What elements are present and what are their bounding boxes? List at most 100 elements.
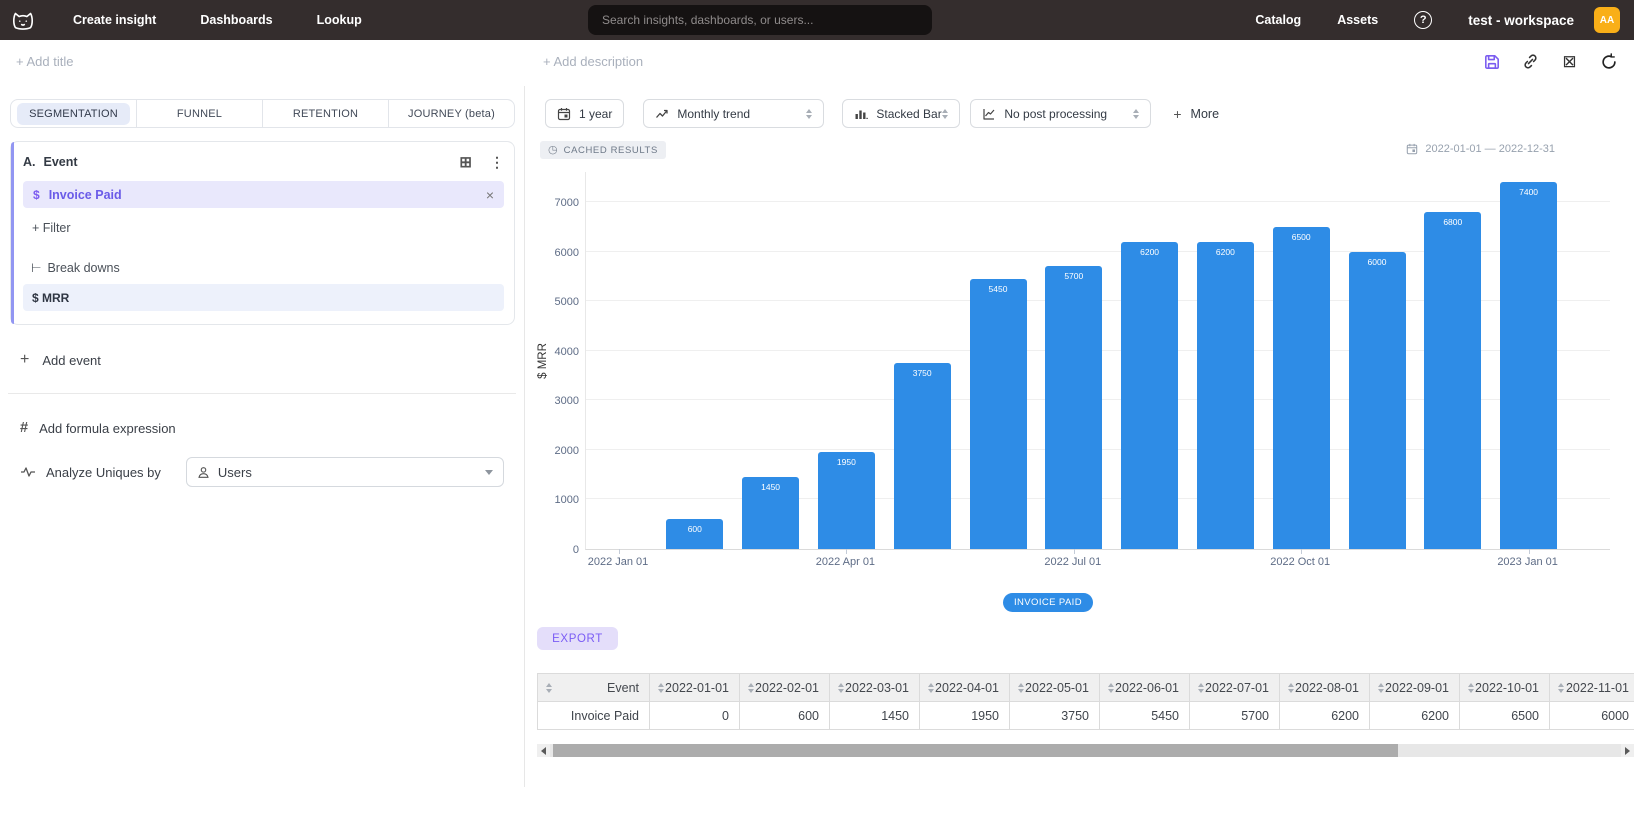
remove-event-icon[interactable]: × xyxy=(485,186,494,203)
sort-icon[interactable] xyxy=(838,682,844,693)
row-event-name: Invoice Paid xyxy=(537,701,650,730)
column-header-2022-07-01[interactable]: 2022-07-01 xyxy=(1189,673,1280,702)
x-tick-mark xyxy=(1528,549,1530,554)
toolbar-icons: ⊠ xyxy=(1482,52,1618,71)
trend-select-value: Monthly trend xyxy=(677,106,751,121)
column-header-label: Event xyxy=(607,680,639,695)
x-tick-label: 2022 Oct 01 xyxy=(1270,556,1331,568)
column-header-2022-08-01[interactable]: 2022-08-01 xyxy=(1279,673,1370,702)
event-menu-kebab-icon[interactable]: ⋮ xyxy=(490,153,504,170)
x-axis-tick-labels: 2022 Jan 01 2022 Apr 01 2022 Jul 01 2022 Oc… xyxy=(585,556,1610,572)
column-header-2022-09-01[interactable]: 2022-09-01 xyxy=(1369,673,1460,702)
column-header-label: 2022-05-01 xyxy=(1025,680,1089,695)
bar-2023-01-01[interactable]: 7400 xyxy=(1500,182,1558,549)
bar-2022-06-01[interactable]: 5450 xyxy=(969,278,1027,549)
x-tick-label: 2022 Apr 01 xyxy=(815,556,876,568)
sort-icon[interactable] xyxy=(1468,682,1474,693)
x-tick-label: 2022 Jul 01 xyxy=(1044,556,1102,568)
export-button[interactable]: EXPORT xyxy=(537,627,618,650)
column-header-2022-04-01[interactable]: 2022-04-01 xyxy=(919,673,1010,702)
scroll-right-arrow-icon[interactable] xyxy=(1621,744,1634,757)
sort-icon[interactable] xyxy=(546,682,552,693)
nav-assets[interactable]: Assets xyxy=(1337,13,1379,27)
bar-2022-11-01[interactable]: 6000 xyxy=(1348,251,1406,549)
scrollbar-track[interactable] xyxy=(550,744,1621,757)
tab-retention[interactable]: RETENTION xyxy=(262,100,388,127)
add-title-button[interactable]: + Add title xyxy=(16,54,74,69)
link-icon[interactable] xyxy=(1521,52,1540,71)
chart-type-select-value: Stacked Bar xyxy=(876,106,942,121)
column-header-2022-02-01[interactable]: 2022-02-01 xyxy=(739,673,830,702)
column-header-event[interactable]: Event xyxy=(537,673,650,702)
bar-2022-03-01[interactable]: 1450 xyxy=(742,477,800,549)
table-cell: 5450 xyxy=(1099,701,1190,730)
close-box-icon[interactable]: ⊠ xyxy=(1562,52,1577,71)
nav-catalog[interactable]: Catalog xyxy=(1255,13,1302,27)
y-tick-label: 1000 xyxy=(554,494,579,507)
tab-funnel[interactable]: FUNNEL xyxy=(136,100,262,127)
chart-type-select[interactable]: Stacked Bar xyxy=(842,99,961,128)
bar-2022-09-01[interactable]: 6200 xyxy=(1196,241,1254,549)
column-header-2022-05-01[interactable]: 2022-05-01 xyxy=(1009,673,1100,702)
column-header-label: 2022-06-01 xyxy=(1115,680,1179,695)
sort-icon[interactable] xyxy=(1378,682,1384,693)
add-formula-button[interactable]: # Add formula expression xyxy=(20,420,524,436)
bar-value-label: 6800 xyxy=(1443,216,1463,227)
trend-line-icon xyxy=(656,109,669,118)
more-button[interactable]: + More xyxy=(1173,106,1219,122)
tab-journey[interactable]: JOURNEY (beta) xyxy=(388,100,514,127)
sort-icon[interactable] xyxy=(1108,682,1114,693)
trend-select[interactable]: Monthly trend xyxy=(643,99,825,128)
add-event-button[interactable]: + Add event xyxy=(20,352,524,368)
chart-controls: 1 year Monthly trend Stacked Bar No post… xyxy=(545,99,1219,128)
nav-lookup[interactable]: Lookup xyxy=(316,13,362,27)
bar-value-label: 6200 xyxy=(1215,246,1235,257)
scrollbar-thumb[interactable] xyxy=(553,744,1398,757)
breakdown-icon: ⊢ xyxy=(31,261,42,275)
column-header-2022-06-01[interactable]: 2022-06-01 xyxy=(1099,673,1190,702)
avatar[interactable]: AA xyxy=(1594,7,1620,33)
table-cell: 5700 xyxy=(1189,701,1280,730)
bar-2022-07-01[interactable]: 5700 xyxy=(1045,266,1103,549)
refresh-icon[interactable] xyxy=(1599,52,1618,71)
analyze-uniques-select[interactable]: Users xyxy=(185,457,504,487)
sort-icon[interactable] xyxy=(928,682,934,693)
sort-icon[interactable] xyxy=(1288,682,1294,693)
sort-icon[interactable] xyxy=(1018,682,1024,693)
column-header-2022-11-01[interactable]: 2022-11-01 xyxy=(1549,673,1634,702)
sort-icon[interactable] xyxy=(658,682,664,693)
selected-event-row[interactable]: $ Invoice Paid × xyxy=(23,181,504,208)
table-row: Invoice Paid 0 600 1450 1950 3750 5450 5700 6200… xyxy=(537,701,1634,730)
column-header-2022-01-01[interactable]: 2022-01-01 xyxy=(649,673,740,702)
bar-2022-10-01[interactable]: 6500 xyxy=(1272,226,1330,549)
bar-2022-02-01[interactable]: 600 xyxy=(666,519,724,549)
horizontal-scrollbar[interactable] xyxy=(537,744,1634,757)
add-description-button[interactable]: + Add description xyxy=(543,54,644,69)
legend-item-invoice-paid[interactable]: INVOICE PAID xyxy=(1003,593,1093,612)
bar-value-label: 5700 xyxy=(1064,271,1084,282)
cat-logo-icon[interactable] xyxy=(9,6,37,34)
sort-icon[interactable] xyxy=(1198,682,1204,693)
bar-2022-08-01[interactable]: 6200 xyxy=(1121,241,1179,549)
save-icon[interactable] xyxy=(1482,52,1501,71)
add-filter-button[interactable]: + Filter xyxy=(32,221,71,235)
bar-2022-05-01[interactable]: 3750 xyxy=(893,363,951,549)
nav-create-insight[interactable]: Create insight xyxy=(73,13,157,27)
breakdowns-button[interactable]: ⊢ Break downs xyxy=(31,261,504,275)
column-header-2022-03-01[interactable]: 2022-03-01 xyxy=(829,673,920,702)
help-icon[interactable]: ? xyxy=(1414,11,1433,29)
duplicate-event-icon[interactable]: ⊞ xyxy=(459,154,472,171)
workspace-name[interactable]: test - workspace xyxy=(1468,12,1574,28)
sort-icon[interactable] xyxy=(1558,682,1564,693)
bar-2022-12-01[interactable]: 6800 xyxy=(1424,211,1482,549)
tab-segmentation[interactable]: SEGMENTATION xyxy=(11,100,136,127)
scroll-left-arrow-icon[interactable] xyxy=(537,744,550,757)
nav-dashboards[interactable]: Dashboards xyxy=(200,13,273,27)
post-processing-select[interactable]: No post processing xyxy=(970,99,1152,128)
bar-2022-04-01[interactable]: 1950 xyxy=(817,452,875,549)
sort-icon[interactable] xyxy=(748,682,754,693)
breakdown-value-row[interactable]: $ MRR xyxy=(23,284,504,311)
search-input[interactable] xyxy=(588,5,932,35)
column-header-2022-10-01[interactable]: 2022-10-01 xyxy=(1459,673,1550,702)
date-range-button[interactable]: 1 year xyxy=(545,99,625,128)
